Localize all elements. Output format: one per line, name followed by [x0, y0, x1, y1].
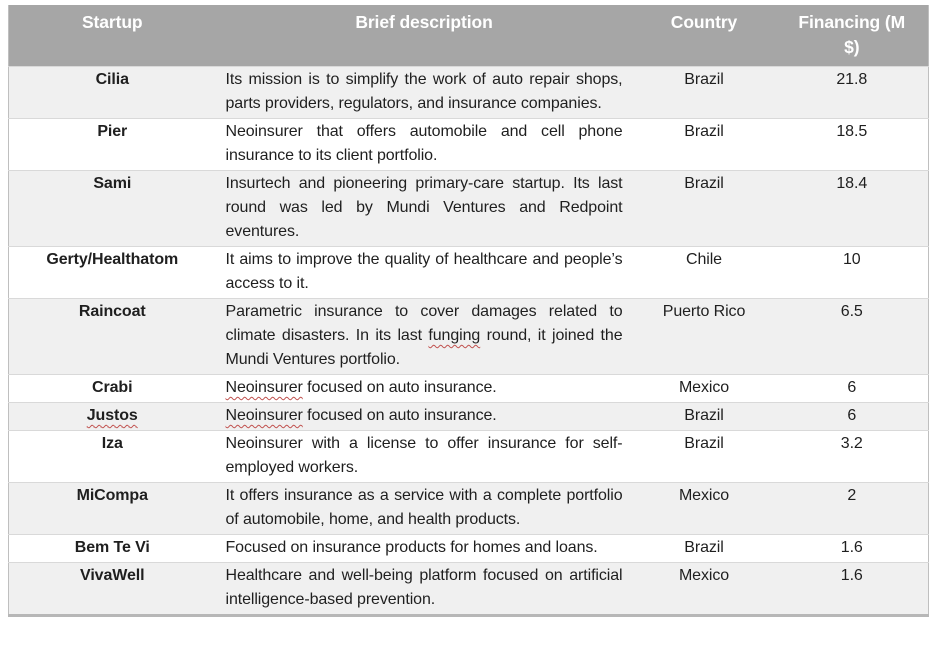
description-cell: Its mission is to simplify the work of a…: [215, 66, 633, 119]
table-header: Startup Brief description Country Financ…: [8, 5, 929, 67]
table-row: Sami Insurtech and pioneering primary-car…: [8, 170, 929, 247]
description-cell: Parametric insurance to cover damages re…: [215, 298, 633, 375]
financing-cell: 3.2: [775, 430, 929, 483]
startup-name-cell: VivaWell: [8, 562, 216, 616]
financing-cell: 1.6: [775, 534, 929, 563]
description-cell: Neoinsurer with a license to offer insur…: [215, 430, 633, 483]
header-cell-startup: Startup: [8, 5, 216, 67]
header-cell-description: Brief description: [215, 5, 633, 67]
description-cell: Healthcare and well-being platform focus…: [215, 562, 633, 616]
financing-cell: 1.6: [775, 562, 929, 616]
startup-name-cell: Bem Te Vi: [8, 534, 216, 563]
financing-cell: 6.5: [775, 298, 929, 375]
description-cell: It offers insurance as a service with a …: [215, 482, 633, 535]
financing-cell: 6: [775, 374, 929, 403]
startup-name-cell: Crabi: [8, 374, 216, 403]
table-row: Raincoat Parametric insurance to cover da…: [8, 298, 929, 375]
description-cell: Focused on insurance products for homes …: [215, 534, 633, 563]
description-cell: Neoinsurer that offers automobile and ce…: [215, 118, 633, 171]
country-cell: Brazil: [632, 118, 776, 171]
startup-name-cell: Iza: [8, 430, 216, 483]
financing-cell: 6: [775, 402, 929, 431]
country-cell: Brazil: [632, 170, 776, 247]
country-cell: Mexico: [632, 482, 776, 535]
table-row: Pier Neoinsurer that offers automobile an…: [8, 118, 929, 171]
description-cell: Neoinsurer focused on auto insurance.: [215, 374, 633, 403]
country-cell: Puerto Rico: [632, 298, 776, 375]
startup-name-cell: Pier: [8, 118, 216, 171]
financing-cell: 18.4: [775, 170, 929, 247]
startup-name-cell: Raincoat: [8, 298, 216, 375]
country-cell: Mexico: [632, 562, 776, 616]
misspelled-word: Neoinsurer: [225, 407, 303, 424]
country-cell: Brazil: [632, 430, 776, 483]
header-cell-financing: Financing (M $): [775, 5, 929, 67]
document-page: Startup Brief description Country Financ…: [8, 5, 929, 617]
startup-name-cell: Gerty/Healthatom: [8, 246, 216, 299]
header-row: Startup Brief description Country Financ…: [8, 5, 929, 67]
financing-cell: 10: [775, 246, 929, 299]
misspelled-word: funging: [428, 327, 481, 344]
description-cell: It aims to improve the quality of health…: [215, 246, 633, 299]
country-cell: Brazil: [632, 66, 776, 119]
description-cell: Neoinsurer focused on auto insurance.: [215, 402, 633, 431]
misspelled-word: Justos: [86, 407, 138, 424]
table-row: Gerty/Healthatom It aims to improve the q…: [8, 246, 929, 299]
table-row: Iza Neoinsurer with a license to offer in…: [8, 430, 929, 483]
description-cell: Insurtech and pioneering primary-care st…: [215, 170, 633, 247]
financing-cell: 2: [775, 482, 929, 535]
startup-name-cell: Cilia: [8, 66, 216, 119]
country-cell: Mexico: [632, 374, 776, 403]
table-row: VivaWell Healthcare and well-being platfo…: [8, 562, 929, 616]
country-cell: Brazil: [632, 534, 776, 563]
insurtech-startups-table: Startup Brief description Country Financ…: [8, 5, 929, 617]
misspelled-word: Neoinsurer: [225, 379, 303, 396]
table-row: Crabi Neoinsurer focused on auto insuranc…: [8, 374, 929, 403]
table-body: Cilia Its mission is to simplify the work…: [8, 66, 929, 616]
country-cell: Brazil: [632, 402, 776, 431]
country-cell: Chile: [632, 246, 776, 299]
table-row: MiCompa It offers insurance as a service …: [8, 482, 929, 535]
table-row: Bem Te Vi Focused on insurance products f…: [8, 534, 929, 563]
financing-cell: 21.8: [775, 66, 929, 119]
header-cell-country: Country: [632, 5, 776, 67]
startup-name-cell: MiCompa: [8, 482, 216, 535]
startup-name-cell: Justos: [8, 402, 216, 431]
table-row: Justos Neoinsurer focused on auto insuran…: [8, 402, 929, 431]
table-row: Cilia Its mission is to simplify the work…: [8, 66, 929, 119]
startup-name-cell: Sami: [8, 170, 216, 247]
financing-cell: 18.5: [775, 118, 929, 171]
